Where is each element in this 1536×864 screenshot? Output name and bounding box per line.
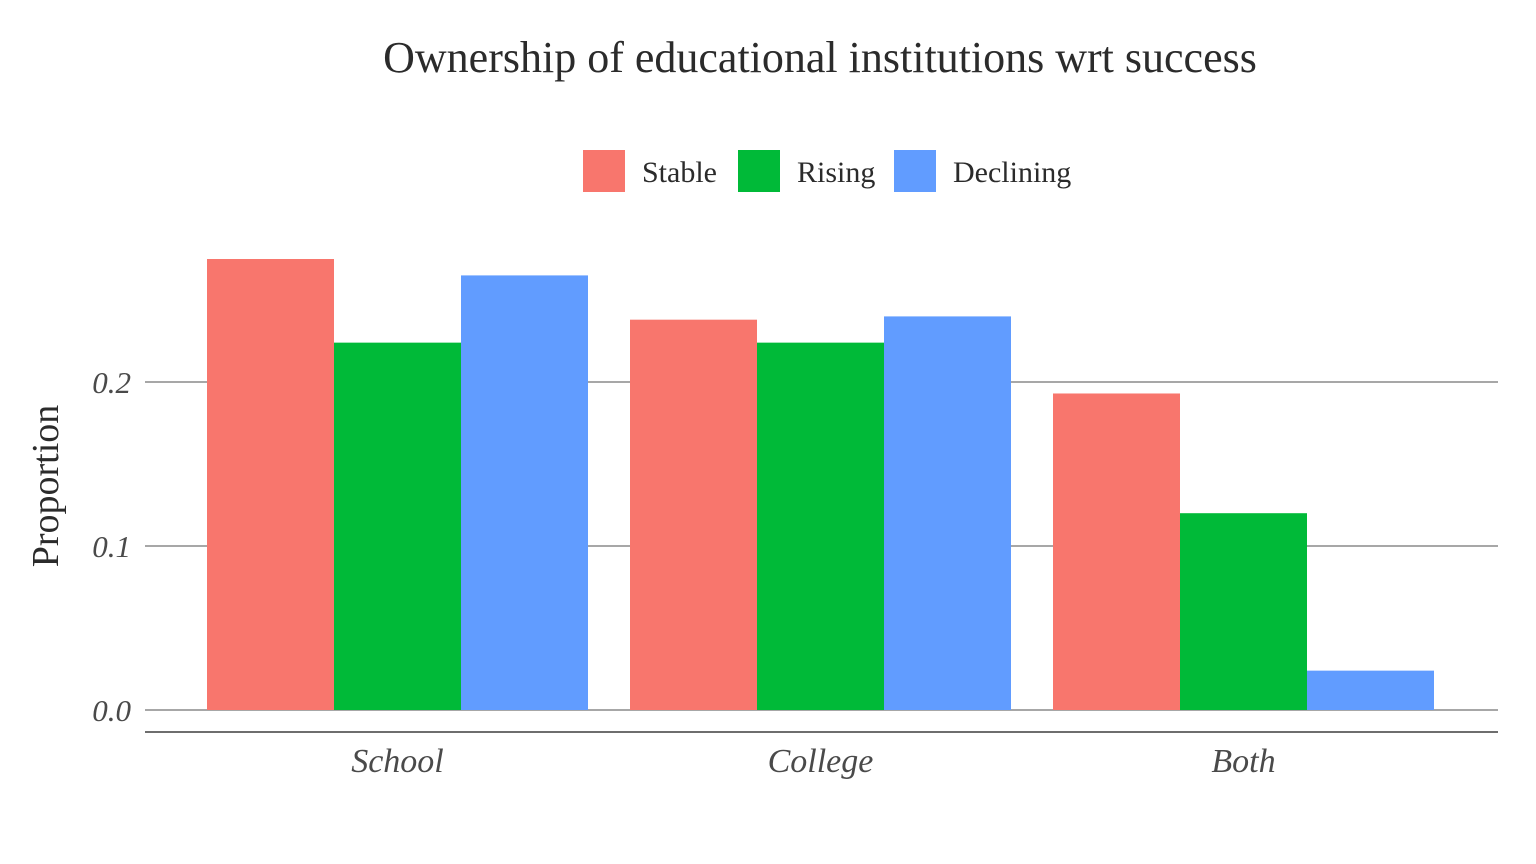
x-tick-label: Both <box>1211 743 1275 780</box>
bar-rising-school <box>334 342 461 710</box>
bar-stable-both <box>1053 393 1180 710</box>
x-tick-label: School <box>351 743 444 780</box>
legend-label-rising: Rising <box>797 156 875 189</box>
bar-rising-both <box>1180 513 1307 710</box>
y-tick-label: 0.2 <box>92 365 131 400</box>
x-axis-categories: School College Both <box>351 743 1275 780</box>
bars <box>207 259 1434 710</box>
y-axis-ticks: 0.0 0.1 0.2 <box>92 365 131 728</box>
legend-label-declining: Declining <box>953 156 1071 189</box>
y-axis-title: Proportion <box>25 405 67 568</box>
legend-swatch-rising <box>738 150 780 192</box>
bar-declining-both <box>1307 670 1434 710</box>
legend-label-stable: Stable <box>642 156 717 189</box>
bar-declining-college <box>884 316 1011 710</box>
bar-rising-college <box>757 342 884 710</box>
y-tick-label: 0.1 <box>92 529 131 564</box>
bar-stable-school <box>207 259 334 710</box>
legend: Stable Rising Declining <box>583 150 1071 192</box>
legend-swatch-stable <box>583 150 625 192</box>
chart-title: Ownership of educational institutions wr… <box>383 33 1257 82</box>
x-tick-label: College <box>768 743 874 780</box>
y-tick-label: 0.0 <box>92 693 131 728</box>
bar-declining-school <box>461 275 588 710</box>
bar-stable-college <box>630 319 757 710</box>
legend-swatch-declining <box>894 150 936 192</box>
